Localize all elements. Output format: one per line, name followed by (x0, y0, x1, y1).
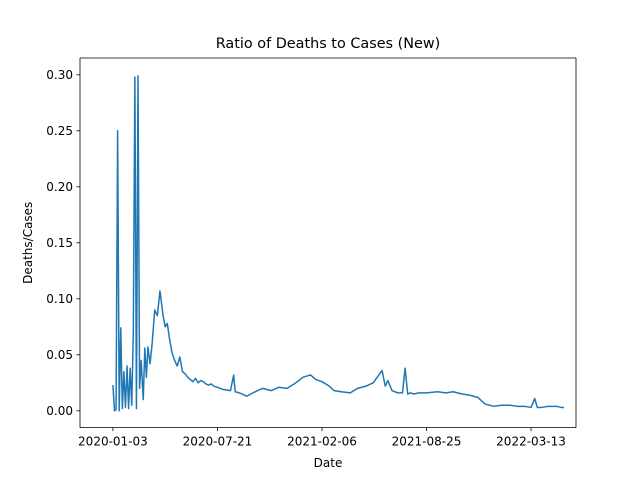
y-tick-label: 0.20 (46, 180, 73, 194)
y-axis-title: Deaths/Cases (21, 202, 35, 284)
x-axis-title: Date (314, 456, 343, 470)
x-tick-label: 2021-02-06 (287, 435, 357, 449)
y-tick-label: 0.05 (46, 348, 73, 362)
x-tick-label: 2020-01-03 (78, 435, 148, 449)
y-tick-label: 0.25 (46, 124, 73, 138)
x-tick-label: 2022-03-13 (496, 435, 566, 449)
plot-area (80, 58, 576, 428)
y-tick-label: 0.00 (46, 404, 73, 418)
series-layer (112, 75, 564, 412)
y-tick-label: 0.15 (46, 236, 73, 250)
chart-title: Ratio of Deaths to Cases (New) (216, 36, 440, 52)
axes-frame (79, 57, 577, 429)
y-tick-label: 0.10 (46, 292, 73, 306)
y-axis-ticks: 0.00 0.05 0.10 0.15 0.20 0.25 0.30 (46, 68, 80, 418)
x-tick-label: 2021-08-25 (392, 435, 462, 449)
y-tick-label: 0.30 (46, 68, 73, 82)
x-axis-ticks: 2020-01-03 2020-07-21 2021-02-06 2021-08-25… (78, 427, 566, 449)
x-tick-label: 2020-07-21 (183, 435, 253, 449)
series-line-0 (112, 75, 564, 412)
